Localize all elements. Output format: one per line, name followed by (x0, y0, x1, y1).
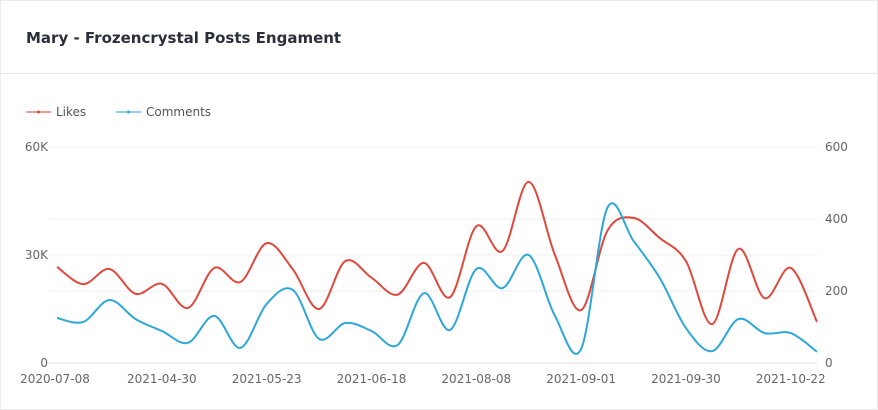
chart-title: Mary - Frozencrystal Posts Engament (26, 29, 342, 47)
x-tick-label: 2021-10-22 (756, 372, 826, 386)
y-right-tick-label: 200 (825, 284, 848, 298)
y-left-tick-label: 30K (25, 248, 49, 262)
legend-marker-icon (127, 110, 130, 114)
legend-label-comments[interactable]: Comments (146, 105, 211, 119)
x-tick-label: 2021-04-30 (127, 372, 197, 386)
y-left-tick-label: 0 (40, 356, 48, 370)
x-tick-label: 2021-09-01 (546, 372, 616, 386)
legend-label-likes[interactable]: Likes (56, 105, 86, 119)
x-tick-label: 2020-07-08 (20, 372, 90, 386)
x-tick-label: 2021-08-08 (441, 372, 511, 386)
card-header: Mary - Frozencrystal Posts Engament (1, 1, 877, 74)
y-left-tick-label: 60K (25, 140, 49, 154)
y-right-tick-label: 0 (825, 356, 833, 370)
legend-marker-icon (37, 110, 40, 114)
y-right-tick-label: 400 (825, 212, 848, 226)
x-tick-label: 2021-06-18 (337, 372, 407, 386)
series-line-likes (56, 180, 818, 326)
series-line-comments (56, 202, 818, 355)
y-right-tick-label: 600 (825, 140, 848, 154)
x-tick-label: 2021-09-30 (651, 372, 721, 386)
x-tick-label: 2021-05-23 (232, 372, 302, 386)
